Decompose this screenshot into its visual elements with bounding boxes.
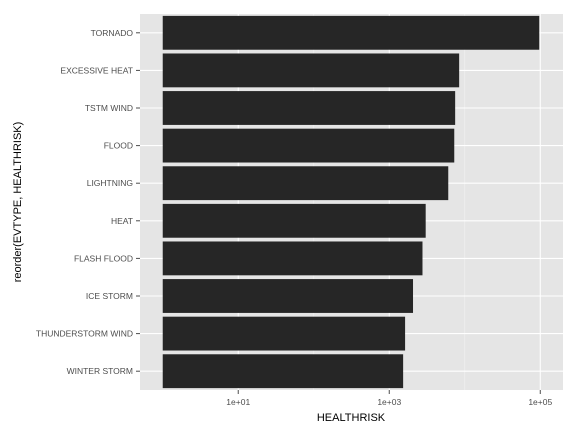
- bar: [162, 203, 426, 238]
- y-tick-label: FLOOD: [104, 141, 133, 151]
- bar: [162, 241, 423, 276]
- y-tick-label: TORNADO: [91, 28, 134, 38]
- bar: [162, 128, 455, 163]
- y-tick-label: ICE STORM: [86, 291, 133, 301]
- x-tick-label: 1e+03: [377, 397, 401, 407]
- bar: [162, 53, 460, 88]
- y-axis-title: reorder(EVTYPE, HEALTHRISK): [12, 122, 24, 283]
- bar: [162, 316, 406, 351]
- y-axis-ticks: TORNADO EXCESSIVE HEAT TSTM WIND FLOOD LIGHT…: [36, 28, 140, 376]
- x-axis-title: HEALTHRISK: [317, 412, 386, 424]
- y-tick-label: FLASH FLOOD: [74, 253, 133, 263]
- bar: [162, 91, 456, 125]
- bar: [162, 354, 404, 389]
- bars: [162, 15, 540, 389]
- bar: [162, 15, 540, 50]
- y-tick-label: EXCESSIVE HEAT: [60, 65, 133, 75]
- y-tick-label: HEAT: [111, 216, 133, 226]
- y-tick-label: THUNDERSTORM WIND: [36, 329, 133, 339]
- y-tick-label: TSTM WIND: [85, 103, 133, 113]
- x-tick-label: 1e+01: [226, 397, 250, 407]
- y-tick-label: LIGHTNING: [87, 178, 133, 188]
- x-tick-label: 1e+05: [528, 397, 552, 407]
- bar: [162, 279, 414, 313]
- bar: [162, 166, 449, 201]
- x-axis-ticks: 1e+01 1e+03 1e+05: [226, 390, 552, 407]
- y-tick-label: WINTER STORM: [67, 366, 133, 376]
